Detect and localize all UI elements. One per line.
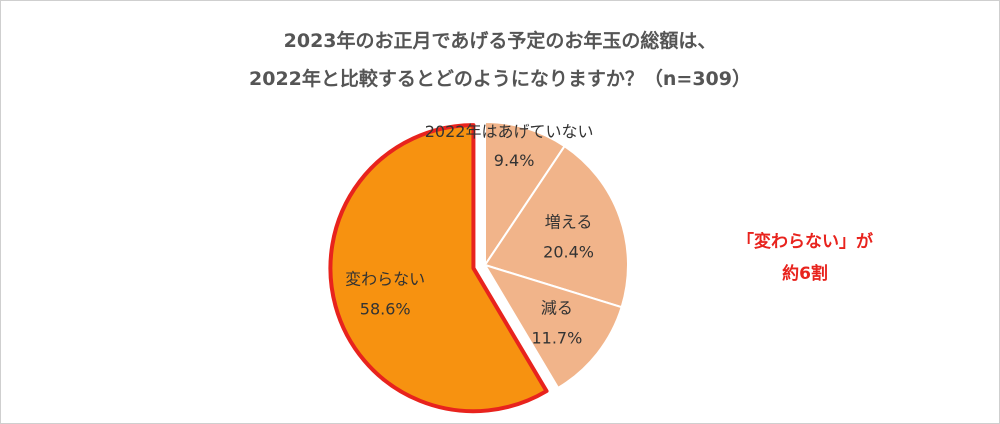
slice-label-1: 増える	[545, 212, 593, 231]
chart-title-line-2: 2022年と比較するとどのようになりますか？（n=309）	[249, 68, 751, 90]
callout-line-2: 約6割	[782, 264, 828, 284]
slice-value-3: 58.6%	[360, 299, 411, 318]
callout-line-1: 「変わらない」が	[737, 232, 873, 252]
slice-label-3: 変わらない	[345, 269, 425, 288]
slice-value-1: 20.4%	[543, 242, 594, 261]
pie-slice-2	[482, 263, 623, 390]
callout-text: 「変わらない」が 約6割	[700, 226, 910, 290]
chart-title-line-1: 2023年のお正月であげる予定のお年玉の総額は、	[283, 30, 717, 52]
pie-slice-3	[328, 123, 549, 414]
slice-label-0: 2022年はあげていない	[425, 122, 594, 141]
chart-title: 2023年のお正月であげる予定のお年玉の総額は、 2022年と比較するとどのよう…	[0, 22, 1000, 98]
slice-value-2: 11.7%	[531, 329, 582, 348]
slice-label-2: 減る	[541, 299, 573, 318]
pie-slice-1	[483, 144, 629, 309]
slice-value-0: 9.4%	[494, 151, 535, 170]
pie-slice-0	[484, 120, 566, 269]
